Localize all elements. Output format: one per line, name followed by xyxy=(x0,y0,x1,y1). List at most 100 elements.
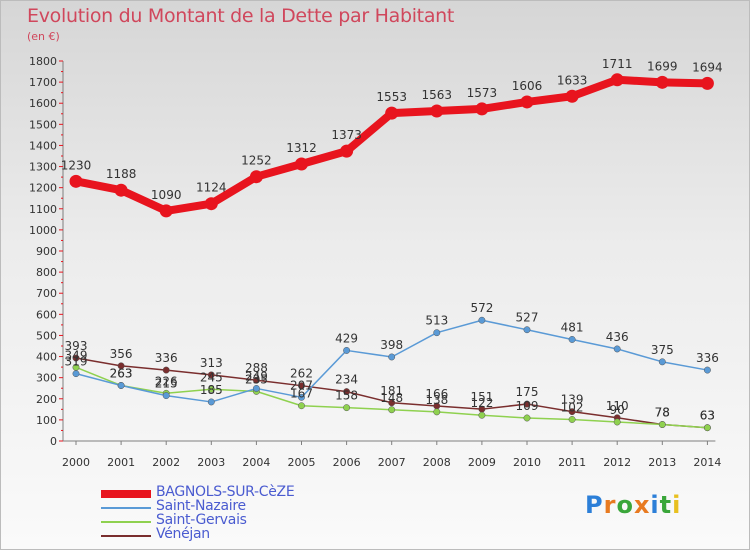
data-label: 138 xyxy=(425,393,448,407)
x-tick-label: 2000 xyxy=(62,456,90,469)
logo-letter: i xyxy=(650,491,660,519)
x-tick-label: 2009 xyxy=(468,456,496,469)
data-label: 122 xyxy=(470,396,493,410)
data-label: 263 xyxy=(110,366,133,380)
data-point xyxy=(388,353,396,361)
data-label: 234 xyxy=(335,373,358,387)
logo-letter: o xyxy=(616,491,634,519)
x-tick-label: 2013 xyxy=(648,456,676,469)
data-label: 63 xyxy=(700,409,715,423)
data-point xyxy=(433,408,441,416)
x-tick-label: 2014 xyxy=(693,456,721,469)
chart-unit: (en €) xyxy=(27,30,60,43)
data-label: 436 xyxy=(606,330,629,344)
data-label: 245 xyxy=(200,370,223,384)
data-point xyxy=(388,406,396,414)
legend-swatch xyxy=(101,521,151,523)
data-point xyxy=(700,76,714,90)
data-point xyxy=(72,354,80,362)
data-point xyxy=(343,404,351,412)
data-point xyxy=(565,89,579,103)
data-point xyxy=(385,106,399,120)
data-label: 393 xyxy=(65,339,88,353)
data-label: 319 xyxy=(65,355,88,369)
logo-letter: i xyxy=(672,491,682,519)
y-tick-label: 900 xyxy=(36,245,57,258)
data-point xyxy=(207,385,215,393)
data-label: 481 xyxy=(561,320,584,334)
y-tick-label: 1400 xyxy=(29,139,57,152)
data-label: 375 xyxy=(651,343,674,357)
data-point xyxy=(295,157,308,171)
data-point xyxy=(114,183,128,197)
data-label: 181 xyxy=(380,384,403,398)
y-tick-label: 1000 xyxy=(29,224,57,237)
data-label: 151 xyxy=(470,390,493,404)
legend-label: Saint-Nazaire xyxy=(156,498,246,514)
data-point xyxy=(207,371,215,379)
data-point xyxy=(117,362,125,370)
data-label: 175 xyxy=(516,385,539,399)
legend-label: BAGNOLS-SUR-CèZE xyxy=(156,484,295,500)
y-tick-label: 700 xyxy=(36,287,57,300)
data-label: 1606 xyxy=(512,79,543,93)
data-label: 90 xyxy=(610,403,625,417)
legend-swatch xyxy=(101,490,151,498)
data-point xyxy=(478,316,486,324)
data-label: 1553 xyxy=(376,90,407,104)
x-tick-label: 2011 xyxy=(558,456,586,469)
data-point xyxy=(249,170,263,184)
data-label: 1573 xyxy=(467,86,498,100)
data-label: 215 xyxy=(155,377,178,391)
data-point xyxy=(298,402,305,410)
data-label: 1699 xyxy=(647,59,678,73)
data-point xyxy=(159,204,173,218)
y-tick-label: 500 xyxy=(36,329,57,342)
data-point xyxy=(568,408,576,416)
data-label: 1090 xyxy=(151,188,182,202)
data-point xyxy=(69,174,83,188)
data-label: 1373 xyxy=(331,128,362,142)
y-tick-label: 600 xyxy=(36,308,57,321)
data-point xyxy=(343,346,351,354)
data-label: 139 xyxy=(561,393,584,407)
data-label: 429 xyxy=(335,331,358,345)
axes: 0 100 200 300 400 500 600 700 800 900 1000 1100 1200… xyxy=(29,55,721,469)
data-label: 226 xyxy=(155,374,178,388)
data-point xyxy=(117,382,125,389)
legend-swatch xyxy=(101,507,151,509)
legend-swatch xyxy=(101,535,151,537)
data-point xyxy=(520,95,534,109)
data-label: 513 xyxy=(425,314,448,328)
data-point xyxy=(204,197,218,211)
data-point xyxy=(433,329,441,337)
data-point xyxy=(523,414,531,422)
data-point xyxy=(388,399,396,407)
data-point xyxy=(72,370,80,378)
data-label: 336 xyxy=(696,351,719,365)
data-point xyxy=(298,382,305,390)
x-tick-label: 2002 xyxy=(152,456,180,469)
data-point xyxy=(655,75,669,89)
data-point xyxy=(430,104,444,118)
data-label: 148 xyxy=(380,391,403,405)
data-label: 235 xyxy=(245,372,268,386)
data-point xyxy=(252,376,260,384)
y-tick-label: 100 xyxy=(36,414,57,427)
data-label: 110 xyxy=(606,399,629,413)
data-label: 207 xyxy=(290,378,313,392)
series-points xyxy=(69,73,714,432)
y-tick-label: 1800 xyxy=(29,55,57,68)
y-tick-label: 1500 xyxy=(29,118,57,131)
data-label: 1230 xyxy=(61,158,92,172)
data-label: 1312 xyxy=(286,141,317,155)
y-tick-label: 300 xyxy=(36,372,57,385)
data-label: 158 xyxy=(335,389,358,403)
legend-label: Saint-Gervais xyxy=(156,512,247,528)
data-label: 1252 xyxy=(241,154,272,168)
proxiti-logo: Proxiti xyxy=(585,491,681,519)
data-label: 527 xyxy=(516,311,539,325)
data-point xyxy=(703,366,711,374)
y-tick-label: 400 xyxy=(36,351,57,364)
data-label: 185 xyxy=(200,383,223,397)
